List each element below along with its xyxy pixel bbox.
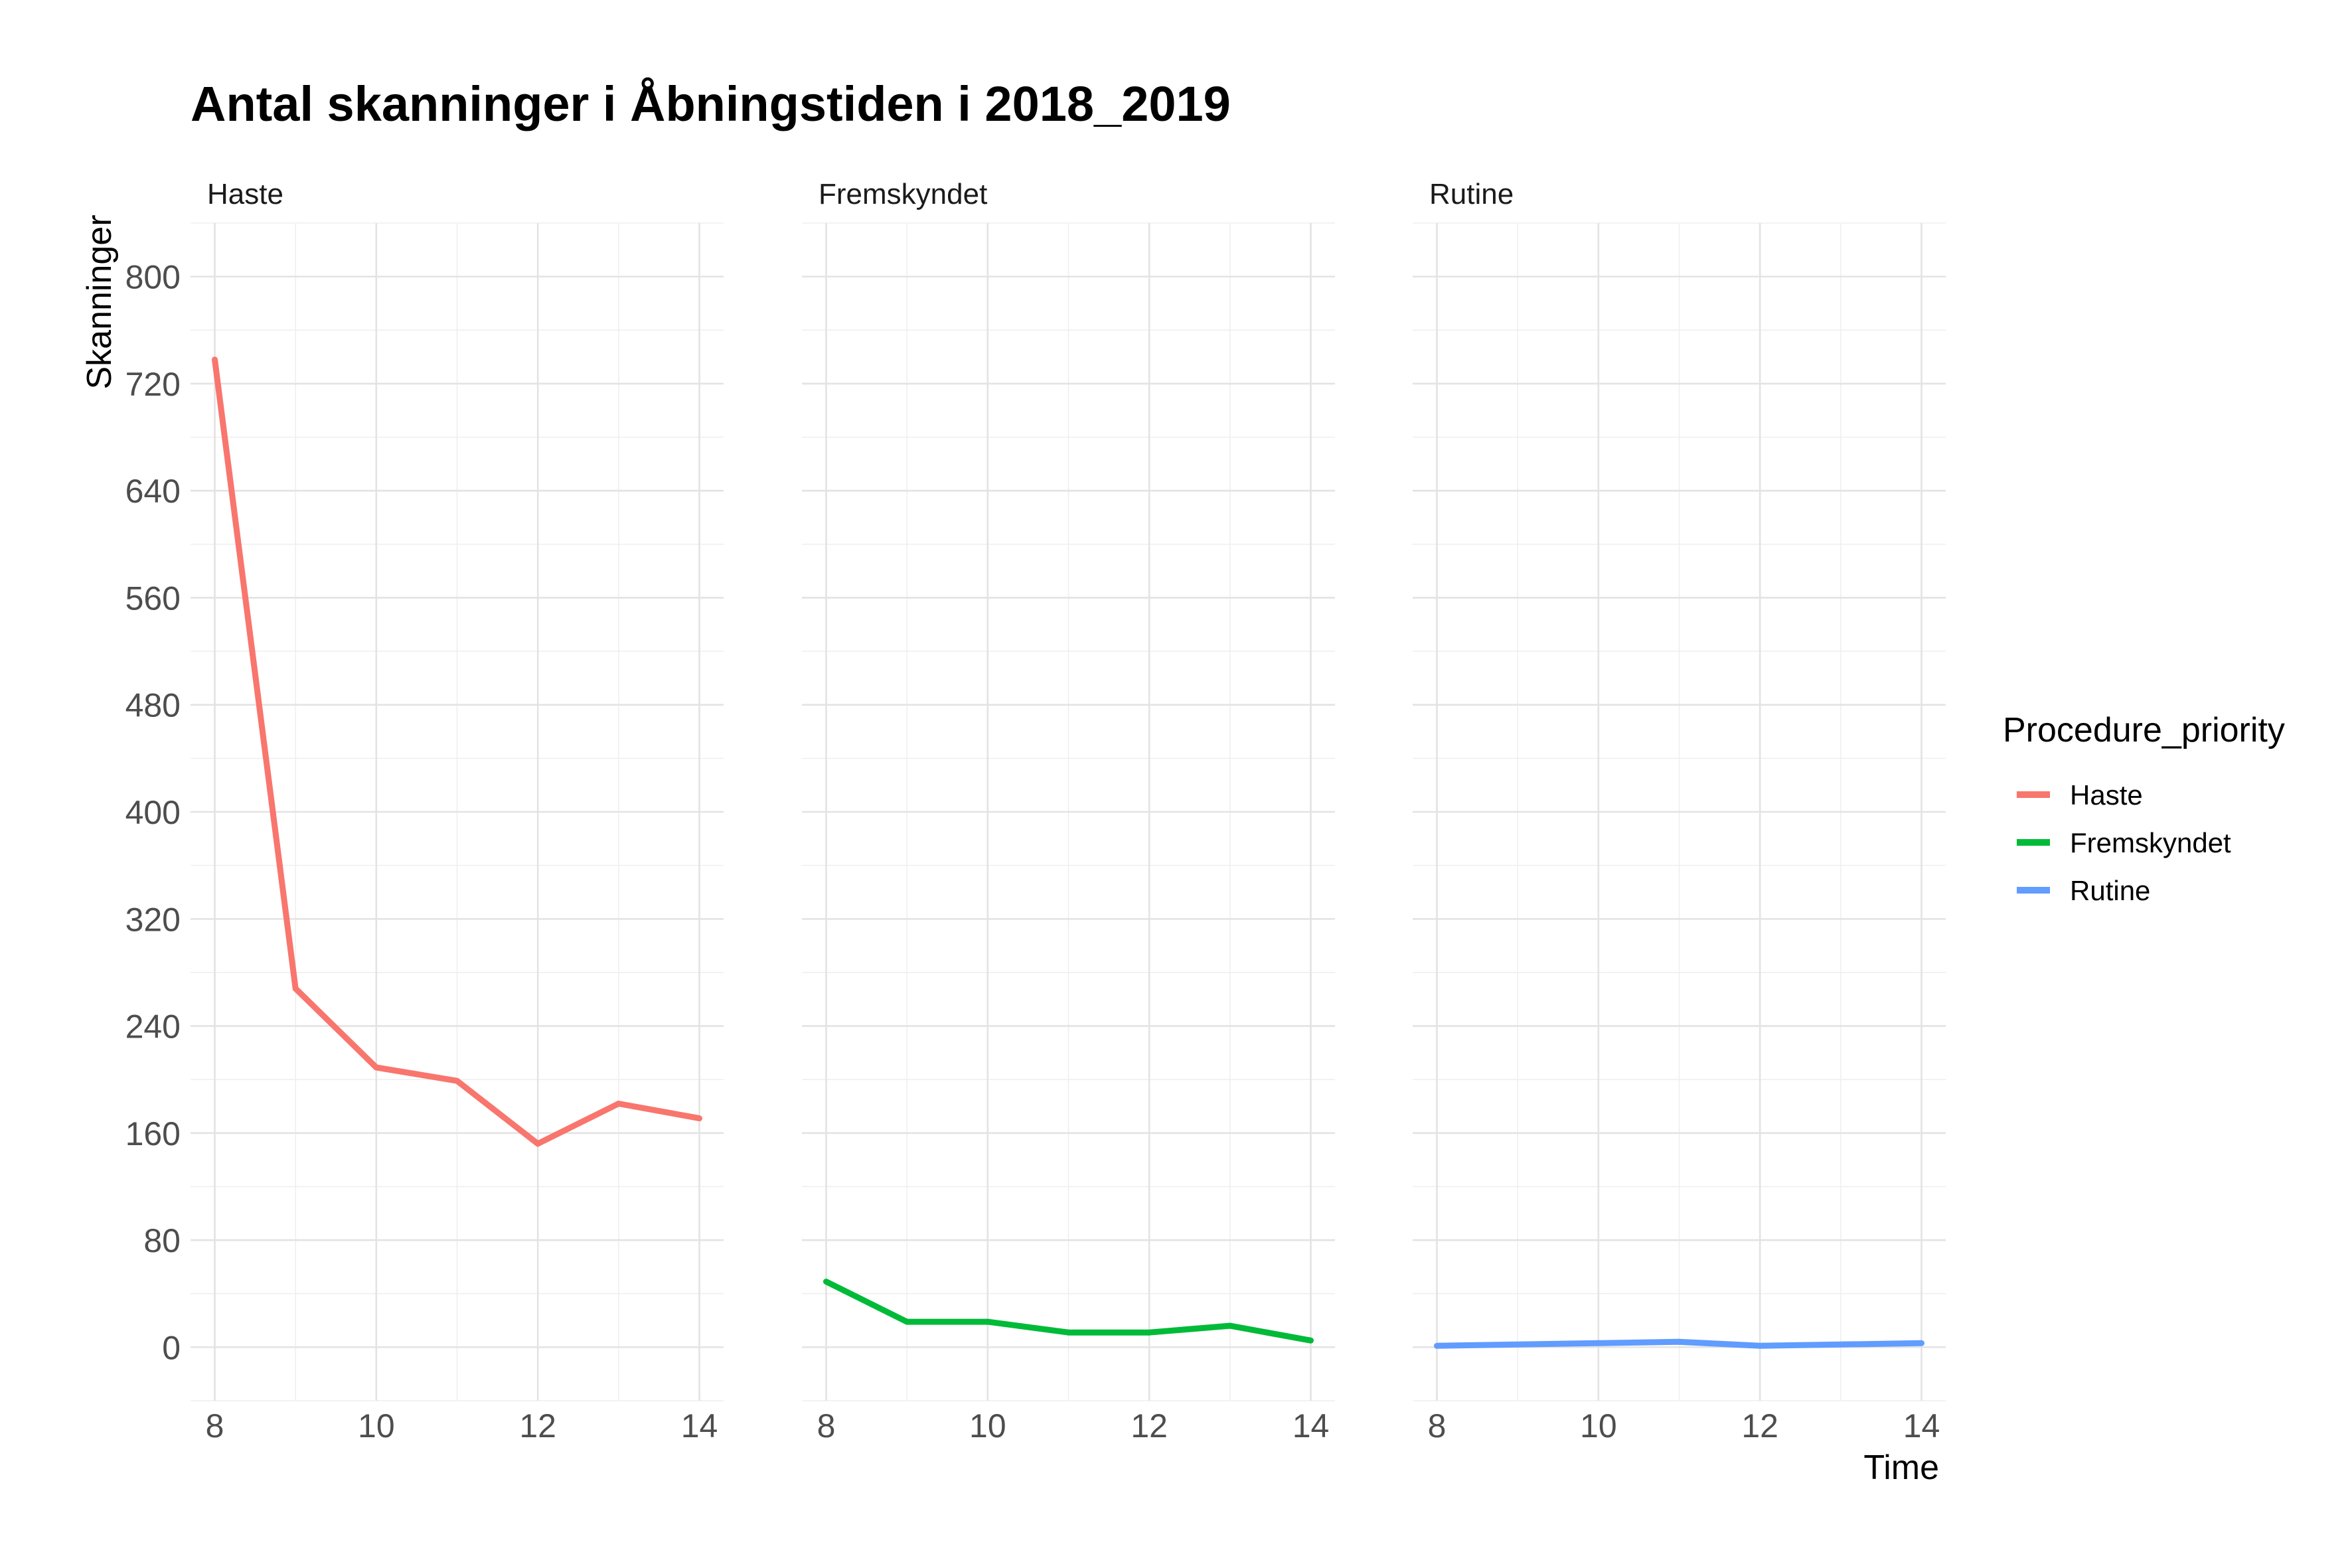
data-point	[903, 1318, 910, 1325]
x-tick-label: 8	[1428, 1407, 1447, 1445]
y-tick-label: 720	[125, 366, 181, 403]
data-point	[984, 1318, 991, 1325]
data-point	[373, 1064, 380, 1071]
x-tick-label: 8	[206, 1407, 224, 1445]
legend-label: Fremskyndet	[2070, 827, 2231, 858]
facet-strip-label: Fremskyndet	[819, 178, 987, 210]
data-point	[1227, 1322, 1233, 1329]
y-tick-label: 80	[143, 1222, 181, 1259]
facet-panel-rutine: Rutine 8 10 12 14	[1413, 178, 1946, 1445]
data-point	[1065, 1329, 1071, 1336]
legend-label: Haste	[2070, 779, 2143, 811]
x-tick-label: 10	[969, 1407, 1006, 1445]
x-tick-label: 8	[817, 1407, 836, 1445]
data-point	[1308, 1337, 1314, 1344]
y-tick-label: 160	[125, 1115, 181, 1152]
data-point	[1919, 1340, 1924, 1346]
data-point	[1434, 1342, 1440, 1349]
y-axis-title: Skanninger	[80, 214, 119, 389]
y-tick-label: 0	[162, 1329, 181, 1366]
data-point	[1146, 1329, 1152, 1336]
y-tick-label: 560	[125, 580, 181, 617]
facet-strip-label: Haste	[207, 178, 283, 210]
data-point	[823, 1279, 829, 1285]
data-point	[1757, 1342, 1763, 1349]
x-axis-title: Time	[1863, 1449, 1939, 1487]
legend-keys: Haste Fremskyndet Rutine	[2017, 779, 2231, 906]
x-tick-label: 10	[1580, 1407, 1617, 1445]
x-tick-label: 14	[1293, 1407, 1330, 1445]
data-point	[534, 1140, 541, 1147]
y-tick-label: 800	[125, 259, 181, 296]
y-tick-label: 240	[125, 1008, 181, 1046]
x-tick-label: 14	[681, 1407, 718, 1445]
data-point	[1514, 1341, 1521, 1348]
facet-panels: Haste 8 10 12 14 Fremskyndet 8 10 12 14 Rutine 8 10 1…	[191, 178, 1946, 1445]
data-point	[454, 1077, 460, 1084]
data-point	[1595, 1340, 1602, 1346]
x-tick-label: 10	[358, 1407, 395, 1445]
y-tick-label: 640	[125, 473, 181, 510]
x-tick-label: 12	[1131, 1407, 1168, 1445]
data-point	[212, 356, 218, 363]
legend-title: Procedure_priority	[2003, 711, 2285, 749]
facet-panel-haste: Haste 8 10 12 14	[191, 178, 724, 1445]
facet-strip-label: Rutine	[1429, 178, 1514, 210]
data-point	[292, 985, 299, 992]
x-tick-label: 12	[519, 1407, 556, 1445]
x-tick-label: 14	[1903, 1407, 1940, 1445]
y-tick-label: 480	[125, 687, 181, 724]
data-point	[696, 1115, 702, 1122]
x-tick-label: 12	[1741, 1407, 1778, 1445]
data-point	[1838, 1341, 1844, 1348]
y-tick-label: 320	[125, 901, 181, 938]
y-tick-label: 400	[125, 794, 181, 831]
data-point	[615, 1100, 622, 1107]
chart-title: Antal skanninger i Åbningstiden i 2018_2…	[191, 76, 1231, 131]
data-point	[1676, 1338, 1682, 1345]
y-axis: 0 80 160 240 320 400 480 560 640 720 800	[125, 259, 181, 1367]
legend-label: Rutine	[2070, 875, 2150, 906]
legend: Procedure_priority Haste Fremskyndet Rutin…	[2003, 711, 2285, 906]
facet-panel-fremskyndet: Fremskyndet 8 10 12 14	[802, 178, 1335, 1445]
